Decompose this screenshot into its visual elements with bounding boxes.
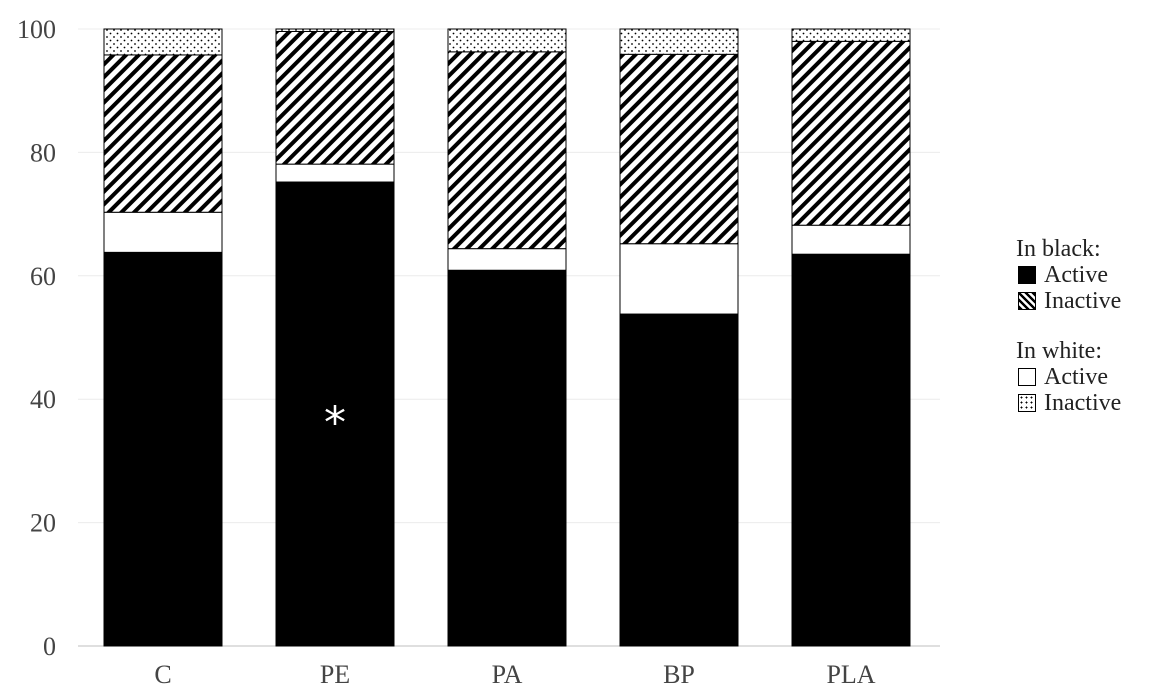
legend-item-black-active: Active xyxy=(1016,262,1121,288)
white-inactive-swatch xyxy=(1018,394,1036,412)
bar-segment-pa-solid xyxy=(447,269,567,647)
bar-segment-pe-hatch xyxy=(275,30,395,165)
y-tick-label: 80 xyxy=(30,138,56,167)
y-axis: 0 20 40 60 80 100 xyxy=(17,15,56,661)
bar-segment-bp-dots xyxy=(619,28,739,55)
bar-segment-pe-white xyxy=(275,163,395,183)
stacked-bar-chart: 0 20 40 60 80 100 C PE PA BP PLA * xyxy=(17,15,940,689)
bar-segment-bp-white xyxy=(619,243,739,315)
bar-segment-pa-dots xyxy=(447,28,567,53)
legend-item-white-inactive: Inactive xyxy=(1016,390,1121,416)
y-tick-label: 0 xyxy=(43,632,56,661)
x-axis: C PE PA BP PLA xyxy=(154,660,875,689)
bar-segment-pla-solid xyxy=(791,253,911,647)
legend-label-white-active: Active xyxy=(1044,364,1108,390)
bar-segment-c-dots xyxy=(103,28,223,56)
bar-segment-c-white xyxy=(103,211,223,253)
y-tick-label: 100 xyxy=(17,15,56,44)
legend-label-white-inactive: Inactive xyxy=(1044,390,1122,416)
bar-segment-pa-white xyxy=(447,248,567,271)
black-inactive-swatch xyxy=(1018,292,1036,310)
black-active-swatch xyxy=(1018,266,1036,284)
bars xyxy=(103,28,911,647)
legend-item-black-inactive: Inactive xyxy=(1016,288,1121,314)
bar-segment-bp-solid xyxy=(619,313,739,647)
x-tick-label: BP xyxy=(663,660,695,689)
legend-item-white-active: Active xyxy=(1016,364,1121,390)
significance-marker: * xyxy=(324,398,346,449)
legend-title-white: In white: xyxy=(1016,338,1102,364)
x-tick-label: PA xyxy=(492,660,523,689)
legend-label-black-active: Active xyxy=(1044,262,1108,288)
bar-segment-pla-hatch xyxy=(791,40,911,226)
legend: In black: Active Inactive In white: Acti… xyxy=(1016,236,1121,416)
bar-segment-bp-hatch xyxy=(619,53,739,245)
annotations: * xyxy=(324,398,346,449)
x-tick-label: C xyxy=(154,660,171,689)
bar-segment-pe-dots xyxy=(275,28,395,32)
legend-label-black-inactive: Inactive xyxy=(1044,288,1122,314)
white-active-swatch xyxy=(1018,368,1036,386)
bar-segment-pla-dots xyxy=(791,28,911,42)
bar-segment-pe-solid xyxy=(275,181,395,647)
y-tick-label: 40 xyxy=(30,385,56,414)
bar-segment-c-hatch xyxy=(103,54,223,213)
y-tick-label: 20 xyxy=(30,509,56,538)
bar-segment-pla-white xyxy=(791,224,911,255)
bar-segment-c-solid xyxy=(103,251,223,647)
bar-segment-pa-hatch xyxy=(447,51,567,250)
x-tick-label: PE xyxy=(320,660,350,689)
x-tick-label: PLA xyxy=(826,660,875,689)
y-tick-label: 60 xyxy=(30,262,56,291)
legend-title-black: In black: xyxy=(1016,236,1101,262)
